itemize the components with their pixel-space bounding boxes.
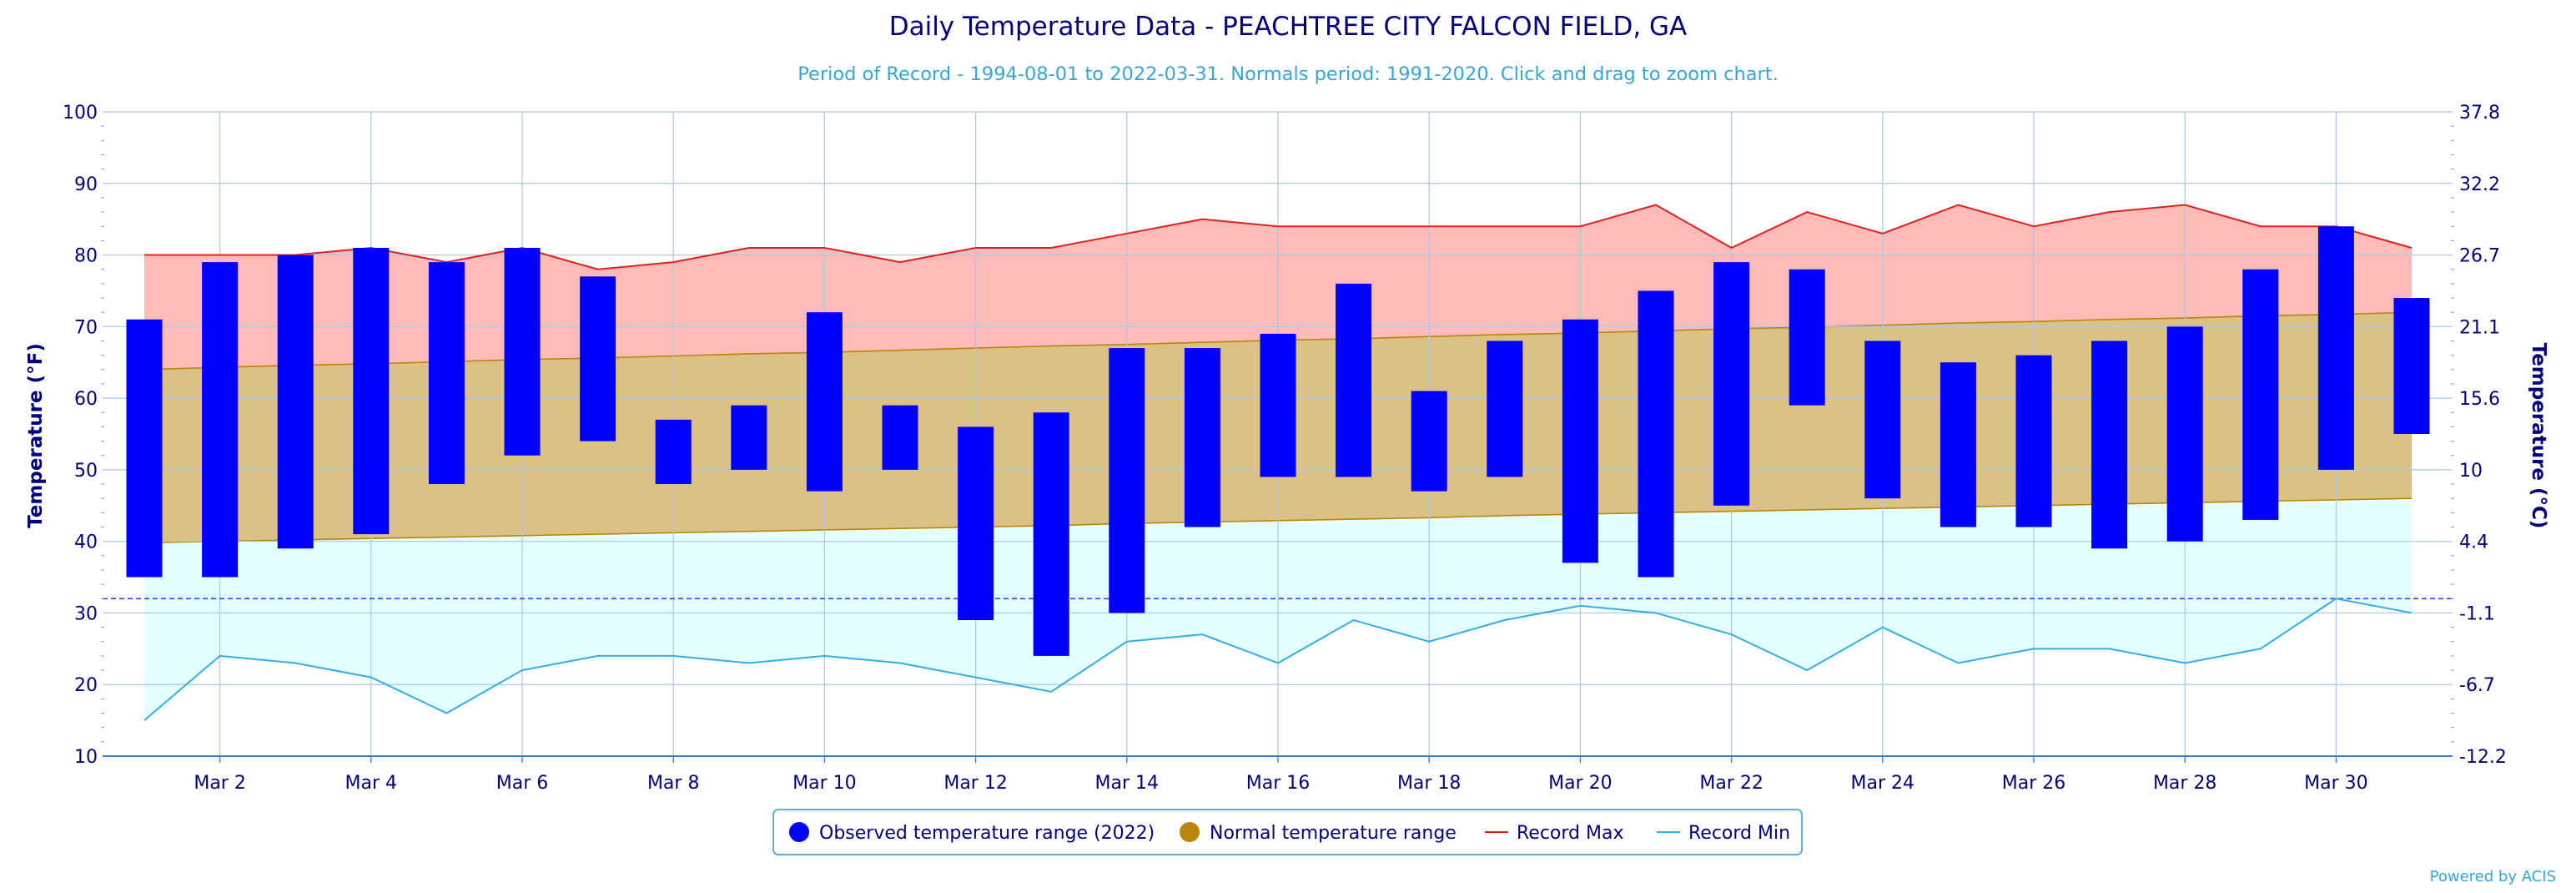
legend[interactable]: Observed temperature range (2022) Normal …: [772, 809, 1803, 855]
x-tick-label: Mar 28: [2153, 773, 2217, 794]
legend-record-min-label: Record Min: [1688, 823, 1790, 844]
observed-bar: [2242, 269, 2279, 520]
legend-normal-label: Normal temperature range: [1210, 823, 1457, 844]
x-tick-label: Mar 26: [2002, 773, 2066, 794]
y-tick-label-left: 80: [74, 246, 98, 267]
observed-bar: [353, 247, 390, 535]
x-tick-label: Mar 6: [496, 773, 549, 794]
observed-bar: [2015, 355, 2052, 527]
y-tick-label-left: 40: [74, 532, 98, 553]
observed-bar: [2091, 341, 2128, 549]
observed-bar: [1109, 348, 1145, 613]
chart-subtitle: Period of Record - 1994-08-01 to 2022-03…: [797, 63, 1778, 85]
observed-bar: [1713, 262, 1750, 506]
observed-bar: [2166, 326, 2203, 542]
legend-observed-label: Observed temperature range (2022): [819, 823, 1155, 844]
observed-bar: [1562, 319, 1598, 563]
observed-bar: [1940, 362, 1976, 527]
y-axis-label-right: Temperature (°C): [2528, 343, 2549, 529]
x-tick-label: Mar 30: [2304, 773, 2368, 794]
observed-bar: [1864, 341, 1901, 499]
observed-bar: [428, 262, 465, 485]
y-tick-label-left: 90: [74, 174, 98, 195]
observed-bar: [958, 426, 994, 621]
observed-bar: [126, 319, 163, 578]
x-tick-label: Mar 8: [647, 773, 700, 794]
observed-bar: [1487, 341, 1523, 477]
legend-box: [772, 809, 1803, 855]
observed-bar: [1033, 412, 1069, 656]
y-tick-label-right: -6.7: [2459, 675, 2495, 696]
chart-title: Daily Temperature Data - PEACHTREE CITY …: [889, 12, 1688, 42]
y-tick-label-right: 26.7: [2459, 246, 2500, 267]
observed-bars: [126, 226, 2430, 656]
y-tick-label-right: 32.2: [2459, 174, 2500, 195]
observed-bar: [655, 419, 692, 485]
y-tick-label-left: 100: [63, 103, 98, 124]
observed-bar: [1789, 269, 1825, 406]
record-min-line: [143, 598, 2412, 721]
observed-bar: [1260, 333, 1296, 477]
observed-bar: [2393, 298, 2430, 434]
observed-bar: [277, 255, 314, 549]
y-tick-label-right: -1.1: [2459, 603, 2495, 624]
legend-normal[interactable]: Normal temperature range: [1180, 822, 1457, 844]
x-tick-label: Mar 22: [1699, 773, 1763, 794]
y-tick-label-right: 21.1: [2459, 317, 2500, 338]
y-tick-label-right: 4.4: [2459, 532, 2488, 553]
y-axis-label-left: Temperature (°F): [25, 343, 47, 528]
y-tick-label-left: 60: [74, 389, 98, 410]
y-tick-label-left: 70: [74, 317, 98, 338]
axes: 10 -12.2 20 -6.7 30 -1.1 40 4.4 50 10 60 15.6 70 21.1…: [63, 103, 2507, 794]
y-tick-label-left: 50: [74, 461, 98, 482]
x-tick-label: Mar 20: [1548, 773, 1613, 794]
legend-normal-marker: [1180, 822, 1200, 842]
y-tick-label-right: 10: [2459, 461, 2483, 482]
x-tick-label: Mar 4: [345, 773, 398, 794]
observed-bar: [882, 405, 918, 470]
observed-bar: [1638, 290, 1674, 578]
y-tick-label-left: 20: [74, 675, 98, 696]
y-tick-label-right: 37.8: [2459, 103, 2500, 124]
observed-bar: [1411, 391, 1447, 492]
x-tick-label: Mar 18: [1397, 773, 1462, 794]
y-tick-label-left: 10: [74, 747, 98, 768]
y-tick-label-right: -12.2: [2459, 747, 2507, 768]
x-tick-label: Mar 24: [1851, 773, 1915, 794]
x-tick-label: Mar 2: [194, 773, 246, 794]
observed-bar: [580, 276, 616, 441]
observed-bar: [2317, 226, 2354, 470]
observed-bar: [1184, 348, 1220, 527]
legend-record-max-label: Record Max: [1517, 823, 1624, 844]
observed-bar: [202, 262, 239, 578]
legend-record-max[interactable]: Record Max: [1485, 823, 1624, 844]
y-tick-label-left: 30: [74, 603, 98, 624]
observed-bar: [504, 247, 541, 456]
y-tick-label-right: 15.6: [2459, 389, 2500, 410]
legend-observed-marker: [789, 822, 809, 842]
observed-bar: [1336, 283, 1372, 477]
credit-link[interactable]: Powered by ACIS: [2430, 868, 2556, 885]
x-tick-label: Mar 10: [792, 773, 857, 794]
x-tick-label: Mar 12: [943, 773, 1008, 794]
legend-record-min[interactable]: Record Min: [1657, 823, 1790, 844]
x-tick-label: Mar 14: [1095, 773, 1160, 794]
observed-bar: [731, 405, 767, 470]
legend-observed[interactable]: Observed temperature range (2022): [789, 822, 1155, 844]
observed-bar: [806, 312, 843, 492]
x-tick-label: Mar 16: [1246, 773, 1311, 794]
